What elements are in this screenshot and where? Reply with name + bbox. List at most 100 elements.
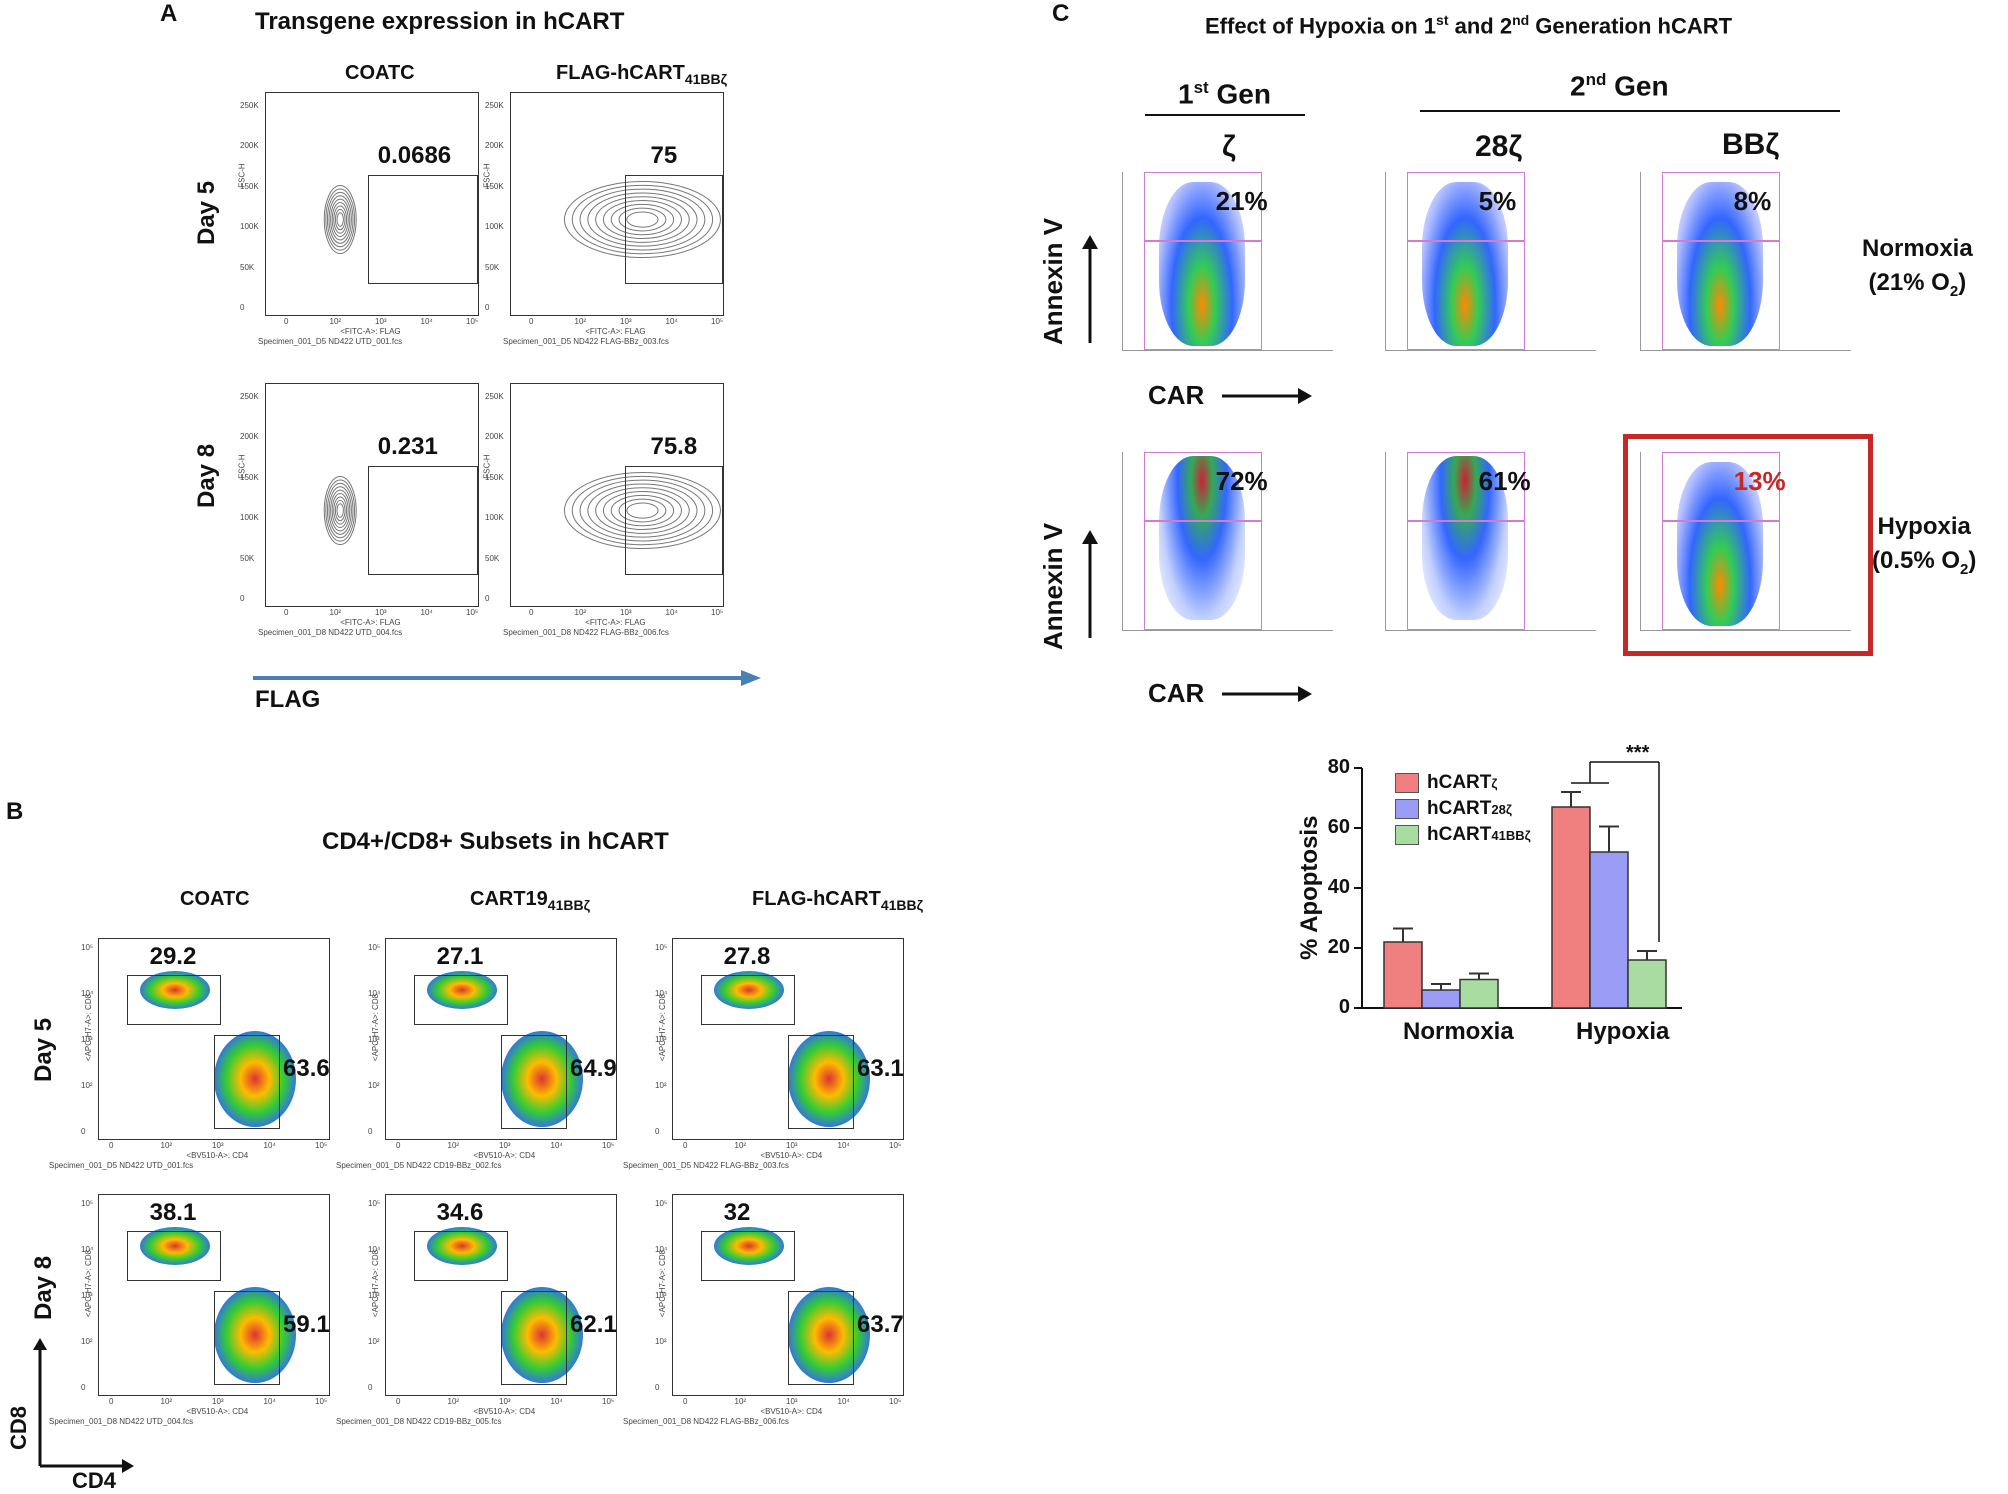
y-tick-label: 10³ [81,1291,93,1300]
y-tick-label: 10⁵ [81,943,94,952]
cd8-gate [126,975,221,1025]
significance-stars: *** [1626,742,1650,764]
annexin-high-gate [1662,452,1780,522]
y-tick-label: 150K [240,472,259,482]
x-axis-label: <BV510-A>: CD4 [760,1151,823,1160]
x-tick-label: 10⁵ [889,1141,902,1150]
y-tick-label: 50K [485,553,500,563]
legend-item-28zeta: hCART 28ζ [1395,798,1531,820]
x-tick-label: 10² [329,317,342,326]
apoptosis-percent: 13% [1733,466,1786,497]
x-tick-label: 10⁵ [711,608,724,617]
y-tick-label: 10² [655,1337,667,1346]
x-tick-label: 10² [160,1397,173,1406]
panel-c-plot-normoxia-3: 8% [1640,172,1851,351]
y-tick-label: 0 [240,594,245,603]
x-tick-label: 10² [329,608,342,617]
y-axis-label: <APC-H7-A>: CD8 [84,993,94,1062]
flag-gate [367,175,478,284]
y-tick-label: 10⁵ [81,1199,94,1208]
cd4-population [501,1031,583,1127]
y-tick-label: 200K [485,141,504,151]
contour-plot [323,185,357,255]
apoptosis-percent: 61% [1478,466,1531,497]
x-tick-label: 0 [529,317,534,326]
y-tick-label: 50K [240,553,255,563]
y-tick-label: 10² [81,1337,93,1346]
legend-item-41bbzeta: hCART 41BBζ [1395,824,1531,846]
y-tick-label: 10³ [368,1035,380,1044]
y-tick-label: 40 [1327,876,1350,898]
legend-item-zeta: hCART ζ [1395,772,1531,794]
annexin-high-gate [1662,172,1780,242]
cd4-gate [501,1035,568,1129]
x-tick-label: 0 [284,317,289,326]
y-tick-label: 10³ [655,1291,667,1300]
x-axis-label: <FITC-A>: FLAG [585,618,646,627]
x-tick-label: 0 [109,1141,114,1150]
x-tick-label: 10⁵ [466,608,479,617]
y-tick-label: 0 [81,1383,86,1392]
contour-ring [334,499,346,522]
x-tick-label: 10³ [620,317,632,326]
cd8-population [714,971,785,1009]
y-tick-label: 200K [240,141,259,151]
bar-hCART28ζ-Normoxia [1421,989,1461,1009]
gate-value: 75.8 [650,432,698,460]
y-tick-label: 10² [368,1081,380,1090]
x-tick-label: 10³ [212,1397,224,1406]
x-tick-label: 10² [734,1397,747,1406]
x-axis-label: <BV510-A>: CD4 [186,1151,249,1160]
cd8-percent: 27.8 [723,943,771,970]
cd8-cd4-axis-arrows [28,1338,138,1478]
contour-ring [595,196,690,243]
y-tick-label: 10⁵ [655,943,668,952]
x-tick-label: 10⁵ [602,1397,615,1406]
car-arrow-bottom [1222,684,1312,704]
contour-plot [563,472,721,550]
annexin-label-top: Annexin V [1038,217,1068,345]
x-tick-label: 0 [109,1397,114,1406]
cd4-population [214,1031,296,1127]
gate-value: 0.231 [377,432,438,460]
y-tick-label: 10³ [368,1291,380,1300]
y-tick-label: 0 [485,594,490,603]
col-28zeta: 28ζ [1475,130,1523,163]
contour-ring [571,184,714,255]
x-tick-label: 10⁴ [837,1397,850,1406]
cd8-axis-label: CD8 [6,1405,31,1450]
specimen-label: Specimen_001_D8 ND422 FLAG-BBz_006.fcs [503,628,669,637]
contour-ring [618,207,667,232]
y-tick-label: 10⁴ [81,1245,94,1254]
cd8-gate [126,1231,221,1281]
x-tick-label: 10⁴ [550,1397,563,1406]
y-tick-label: 100K [240,513,259,523]
x-tick-label: 10² [574,608,587,617]
contour-ring [333,496,348,525]
x-tick-label: 10⁴ [420,317,433,326]
highlight-box [1623,434,1873,656]
bar-hCART28ζ-Hypoxia [1589,851,1629,1009]
x-tick-label: 10² [447,1141,460,1150]
y-axis-label: FSC-H [482,162,492,188]
cd4-percent: 63.6 [283,1055,330,1082]
y-axis-label: FSC-H [482,453,492,479]
flag-gate [625,466,723,575]
contour-plot [563,181,721,259]
gate-value: 75 [650,141,678,169]
cd4-axis-label: CD4 [72,1468,117,1493]
panel-c-plot-hypoxia-1: 72% [1122,452,1333,631]
panel-a-plot-4: 75.8 250K 200K 150K 100K 50K 0 0 10² 10³ 10⁴ 10⁵ FSC… [483,383,724,637]
gen1-underline [1145,114,1305,116]
specimen-label: Specimen_001_D5 ND422 UTD_001.fcs [258,337,403,346]
contour-ring [328,195,352,244]
panel-c-plot-normoxia-2: 5% [1385,172,1596,351]
contour-ring [563,181,721,259]
x-tick-label: 10⁵ [889,1397,902,1406]
x-tick-label: 10⁴ [665,317,678,326]
panel-b-col-coatc: COATC [180,888,250,910]
y-tick-label: 0 [368,1383,373,1392]
panel-c-label: C [1052,0,1070,27]
x-tick-label: 10² [447,1397,460,1406]
y-tick-label: 10⁴ [81,989,94,998]
